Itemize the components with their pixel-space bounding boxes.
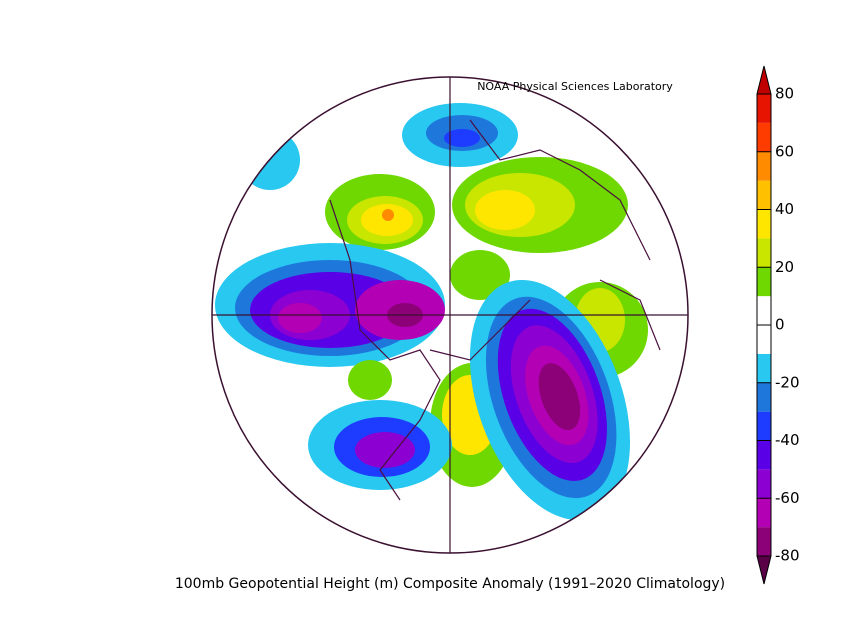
colorbar-tick-label: 60 xyxy=(775,142,794,160)
coastline xyxy=(329,119,661,501)
colorbar-under xyxy=(757,556,771,584)
colorbar-over xyxy=(757,66,771,94)
colorbar-band xyxy=(757,238,771,268)
colorbar-band xyxy=(757,469,771,499)
colorbar-tick-label: 40 xyxy=(775,200,794,218)
colorbar-tick-label: 80 xyxy=(775,85,794,103)
colorbar-band xyxy=(757,209,771,239)
contour xyxy=(382,209,394,221)
contour xyxy=(538,363,581,431)
anomaly-map xyxy=(215,103,661,521)
colorbar-band xyxy=(757,151,771,181)
contour xyxy=(475,190,535,230)
contour xyxy=(444,129,480,147)
colorbar: -80 -60 -40 -20 0 20 40 60 80 xyxy=(756,65,800,585)
contour xyxy=(355,432,415,468)
colorbar-band xyxy=(757,94,771,123)
contour xyxy=(278,303,322,333)
colorbar-band xyxy=(757,180,771,210)
colorbar-band xyxy=(757,353,771,383)
colorbar-band xyxy=(757,122,771,152)
colorbar-band xyxy=(757,527,771,556)
colorbar-band xyxy=(757,411,771,441)
colorbar-tick-label: -20 xyxy=(775,373,800,391)
caption: 100mb Geopotential Height (m) Composite … xyxy=(175,576,725,592)
colorbar-tick-label: -80 xyxy=(775,547,800,565)
colorbar-tick-label: -60 xyxy=(775,489,800,507)
colorbar-band xyxy=(757,440,771,470)
colorbar-band xyxy=(757,296,771,325)
colorbar-tick-label: -40 xyxy=(775,431,800,449)
colorbar-tick-label: 20 xyxy=(775,258,794,276)
colorbar-band xyxy=(757,267,771,297)
colorbar-band xyxy=(757,325,771,354)
colorbar-band xyxy=(757,498,771,528)
colorbar-band xyxy=(757,382,771,412)
contour xyxy=(450,250,510,300)
contour xyxy=(348,360,392,400)
credit: NOAA Physical Sciences Laboratory xyxy=(477,80,673,93)
colorbar-tick-label: 0 xyxy=(775,316,785,334)
